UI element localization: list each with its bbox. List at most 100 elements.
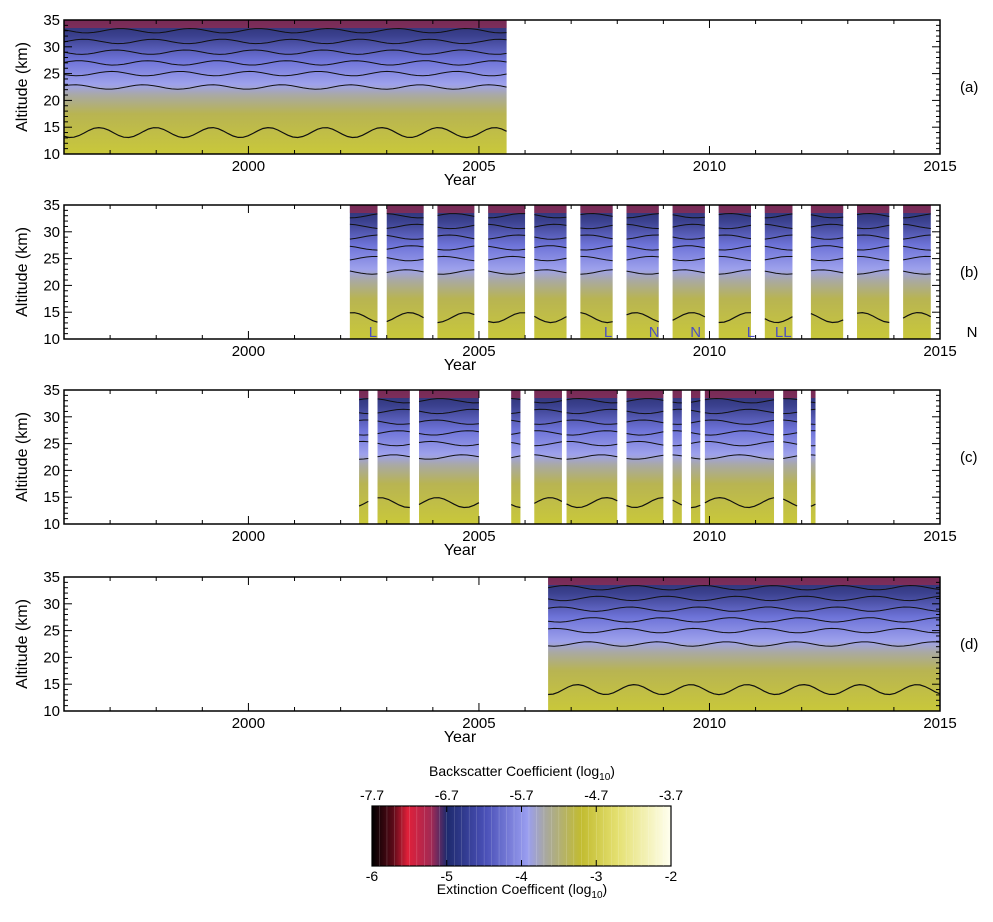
x-tick-label: 2015 — [923, 158, 956, 175]
y-tick-label: 15 — [43, 304, 60, 321]
data-segment — [764, 205, 793, 339]
panel-annotation: N — [967, 324, 978, 341]
y-tick-label: 20 — [43, 92, 60, 109]
panel-annotation: N — [649, 324, 660, 341]
x-axis-title: Year — [444, 729, 477, 746]
y-tick-label: 30 — [43, 409, 60, 426]
x-tick-label: 2010 — [693, 715, 726, 732]
x-axis-title: Year — [444, 542, 477, 559]
y-tick-label: 30 — [43, 224, 60, 241]
panel-annotation: L — [747, 324, 755, 341]
y-tick-label: 25 — [43, 251, 60, 268]
colorbar: -7.7 -6.7 -5.7 -4.7 -3.7 -6 -5 -4 -3 -2 Backscatte… — [360, 763, 683, 901]
y-axis-title: Altitude (km) — [14, 227, 31, 317]
panel-annotation: L — [369, 324, 377, 341]
data-segment — [718, 205, 752, 339]
data-segment — [672, 390, 683, 524]
data-segment — [358, 390, 369, 524]
x-tick-label: 2015 — [923, 528, 956, 545]
data-segment — [810, 390, 816, 524]
data-segment — [902, 205, 932, 339]
colorbar-bottom-tick: -4 — [515, 868, 528, 884]
x-tick-label: 2000 — [232, 528, 265, 545]
y-tick-label: 35 — [43, 12, 60, 29]
data-segment — [349, 205, 378, 339]
y-tick-label: 10 — [43, 703, 60, 720]
plot-frame — [63, 204, 941, 340]
x-axis-title: Year — [444, 172, 477, 189]
y-tick-label: 20 — [43, 462, 60, 479]
x-tick-label: 2005 — [462, 343, 495, 360]
x-axis-title: Year — [444, 357, 477, 374]
data-segment — [626, 205, 660, 339]
x-tick-label: 2015 — [923, 343, 956, 360]
data-segment — [437, 205, 475, 339]
colorbar-top-tick: -5.7 — [509, 787, 533, 803]
y-tick-label: 10 — [43, 516, 60, 533]
x-tick-label: 2015 — [923, 715, 956, 732]
y-tick-label: 20 — [43, 649, 60, 666]
y-tick-label: 35 — [43, 197, 60, 214]
y-tick-label: 25 — [43, 623, 60, 640]
colorbar-top-tick: -4.7 — [584, 787, 608, 803]
panel-tag: (c) — [960, 449, 978, 466]
panel-d: 2000 2005 2010 2015 10 15 20 25 30 35 Year Altitude… — [14, 569, 978, 746]
data-segment — [377, 390, 410, 524]
colorbar-top-tick: -3.7 — [659, 787, 683, 803]
data-segment — [534, 205, 567, 339]
x-tick-label: 2000 — [232, 343, 265, 360]
data-segment — [704, 390, 775, 524]
colorbar-top-tick: -7.7 — [360, 787, 384, 803]
x-tick-label: 2005 — [462, 715, 495, 732]
colorbar-bottom-tick: -5 — [441, 868, 454, 884]
colorbar-top-tick: -6.7 — [435, 787, 459, 803]
panel-a: 2000 2005 2010 2015 10 15 20 25 30 35 Year Altitude… — [14, 12, 978, 189]
data-segment — [63, 20, 507, 154]
panel-annotation: N — [690, 324, 701, 341]
data-segment — [548, 577, 941, 711]
y-tick-label: 15 — [43, 676, 60, 693]
panel-tag: (b) — [960, 264, 978, 281]
y-tick-label: 20 — [43, 277, 60, 294]
colorbar-top-title: Backscatter Coefficient (log10) — [429, 763, 615, 783]
y-tick-label: 35 — [43, 569, 60, 586]
data-segment — [856, 205, 890, 339]
y-tick-label: 35 — [43, 382, 60, 399]
data-segment — [782, 390, 798, 524]
data-segment — [626, 390, 664, 524]
plot-frame — [63, 389, 941, 525]
y-axis-title: Altitude (km) — [14, 42, 31, 132]
panel-annotation: LL — [775, 324, 792, 341]
x-tick-label: 2010 — [693, 343, 726, 360]
y-tick-label: 10 — [43, 331, 60, 348]
colorbar-bottom-title: Extinction Coefficent (log10) — [437, 881, 607, 901]
data-segment — [418, 390, 480, 524]
colorbar-bottom-tick: -6 — [366, 868, 379, 884]
x-tick-label: 2010 — [693, 158, 726, 175]
panels-layer: 2000 2005 2010 2015101520253035YearAltitude… — [14, 12, 978, 746]
data-segment — [566, 390, 618, 524]
x-tick-label: 2000 — [232, 158, 265, 175]
data-segment — [672, 205, 706, 339]
colorbar-bottom-tick: -2 — [665, 868, 678, 884]
panel-b: 2000 2005 2010 2015 10 15 20 25 30 35 Year Altitude… — [14, 197, 978, 374]
x-tick-label: 2005 — [462, 158, 495, 175]
y-tick-label: 15 — [43, 119, 60, 136]
panel-annotation: L — [604, 324, 612, 341]
x-tick-label: 2005 — [462, 528, 495, 545]
panel-tag: (a) — [960, 79, 978, 96]
data-segment — [510, 390, 521, 524]
panel-c: 2000 2005 2010 2015 10 15 20 25 30 35 Year Altitude… — [14, 382, 978, 559]
y-tick-label: 15 — [43, 489, 60, 506]
y-tick-label: 30 — [43, 39, 60, 56]
x-tick-label: 2010 — [693, 528, 726, 545]
panel-tag: (d) — [960, 636, 978, 653]
data-segment — [488, 205, 526, 339]
data-segment — [386, 205, 424, 339]
y-axis-title: Altitude (km) — [14, 599, 31, 689]
data-segment — [534, 390, 563, 524]
plot-frame — [63, 19, 941, 155]
colorbar-bottom-tick: -3 — [590, 868, 603, 884]
plot-frame — [63, 576, 941, 712]
